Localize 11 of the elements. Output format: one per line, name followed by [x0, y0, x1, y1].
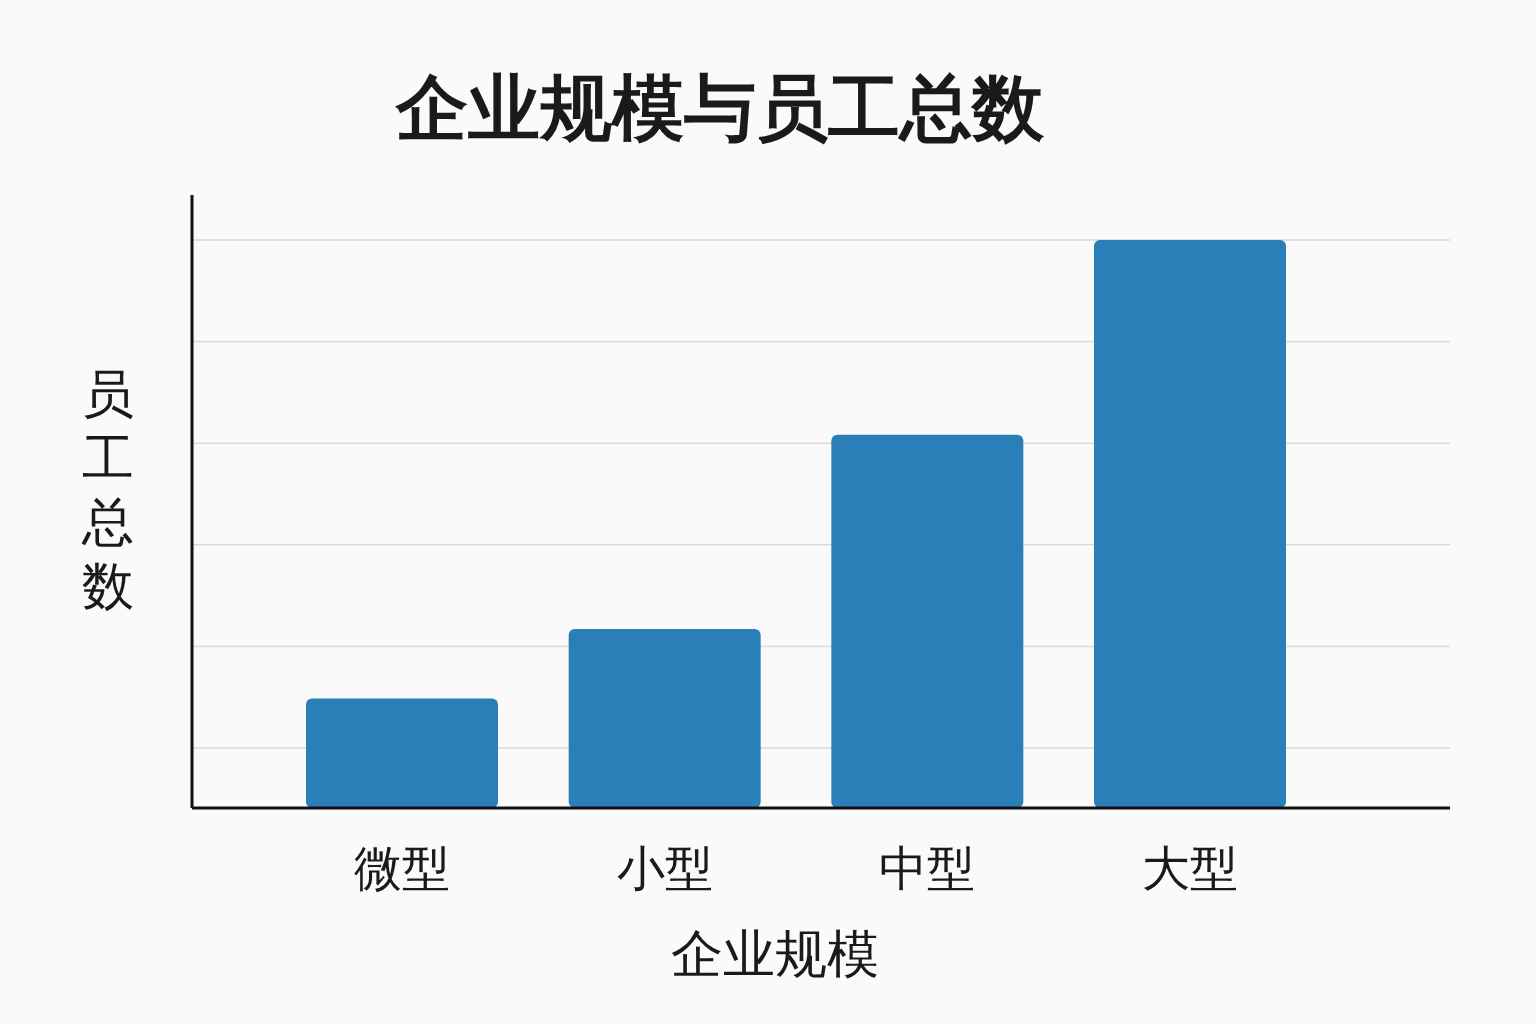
x-tick-label: 小型 — [616, 840, 713, 896]
x-tick-label: 中型 — [879, 840, 976, 896]
x-tick-label: 微型 — [354, 840, 450, 896]
bar — [306, 698, 498, 808]
bar — [1094, 240, 1286, 808]
bar — [568, 629, 761, 808]
x-axis-title: 企业规模 — [671, 924, 879, 984]
bar — [831, 434, 1024, 808]
x-tick-label: 大型 — [1142, 840, 1238, 896]
chart-title: 企业规模与员工总数 — [394, 66, 1045, 150]
y-axis-title: 员工总数 — [81, 364, 134, 616]
